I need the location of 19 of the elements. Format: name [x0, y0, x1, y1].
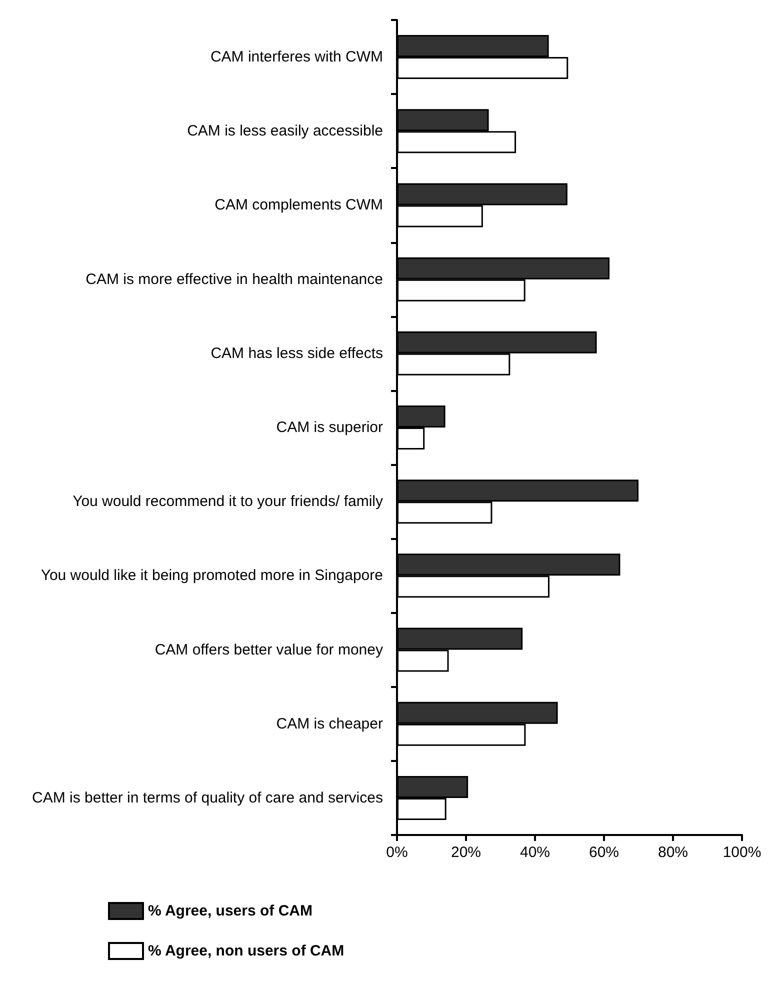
y-tick-label: CAM complements CWM [214, 196, 383, 214]
y-tick-label: CAM is superior [276, 419, 383, 436]
y-tick-label: CAM is cheaper [276, 715, 383, 732]
y-tick-label: CAM is more effective in health maintenance [86, 270, 383, 288]
x-tick-label: 0% [386, 844, 408, 861]
y-tick-label: CAM interferes with CWM [210, 48, 383, 66]
y-tick-label: You would recommend it to your friends/ family [72, 493, 384, 510]
x-tick-label: 80% [658, 844, 688, 861]
x-tick-label: 100% [722, 844, 762, 861]
y-tick-label: CAM has less side effects [210, 344, 383, 362]
legend-label: % Agree, users of CAM [148, 902, 312, 920]
x-tick-label: 60% [588, 844, 620, 861]
y-tick-label: CAM is better in terms of quality of care and services [32, 789, 383, 806]
y-tick-label: CAM offers better value for money [154, 641, 384, 658]
y-tick-label: You would like it being promoted more in Singapore [40, 567, 383, 584]
x-tick-label: 20% [450, 844, 482, 861]
x-tick-label: 40% [520, 844, 550, 861]
y-tick-label: CAM is less easily accessible [187, 122, 383, 140]
legend-label: % Agree, non users of CAM [148, 942, 344, 960]
